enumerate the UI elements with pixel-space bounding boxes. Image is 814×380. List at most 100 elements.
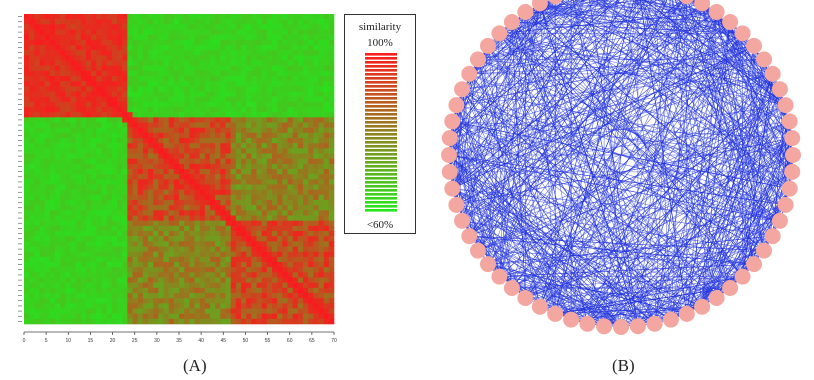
heatmap-cell <box>44 256 51 263</box>
heatmap-cell <box>91 107 97 113</box>
heatmap-cell <box>55 241 61 247</box>
heatmap-cell <box>210 96 216 103</box>
heatmap-cell <box>142 298 149 304</box>
network-node <box>503 14 520 30</box>
heatmap-cell <box>65 86 71 92</box>
heatmap-cell <box>137 308 144 314</box>
heatmap-cell <box>204 262 211 268</box>
heatmap-cell <box>24 143 30 149</box>
heatmap-cell <box>204 163 211 170</box>
heatmap-cell <box>261 148 268 154</box>
heatmap-cell <box>65 267 71 273</box>
heatmap-cell <box>179 298 185 304</box>
heatmap-cell <box>323 112 330 118</box>
heatmap-cell <box>266 29 273 35</box>
heatmap-cell <box>91 163 97 170</box>
heatmap-cell <box>189 241 195 247</box>
heatmap-cell <box>153 267 159 273</box>
heatmap-cell <box>173 200 180 206</box>
heatmap-cell <box>261 256 268 263</box>
heatmap-cell <box>194 205 200 211</box>
heatmap-cell <box>318 14 324 20</box>
heatmap-cell <box>86 55 92 61</box>
legend-color-step <box>365 81 397 84</box>
heatmap-cell <box>199 246 206 252</box>
heatmap-cell <box>132 200 138 206</box>
heatmap-cell <box>60 241 66 247</box>
heatmap-cell <box>158 251 164 258</box>
heatmap-cell <box>308 169 314 175</box>
heatmap-cell <box>75 55 82 61</box>
heatmap-cell <box>148 241 154 247</box>
heatmap-cell <box>328 14 335 20</box>
heatmap-cell <box>266 231 273 237</box>
heatmap-cell <box>127 60 133 66</box>
heatmap-cell <box>287 70 293 77</box>
heatmap-cell <box>256 241 262 247</box>
heatmap-cell <box>225 246 231 252</box>
heatmap-cell <box>210 65 216 72</box>
heatmap-cell <box>96 76 102 82</box>
heatmap-cell <box>328 205 335 211</box>
heatmap-cell <box>106 148 113 154</box>
network-node <box>531 298 548 315</box>
heatmap-cell <box>101 101 107 108</box>
heatmap-cell <box>55 267 61 273</box>
heatmap-cell <box>153 143 159 149</box>
heatmap-cell <box>158 163 164 170</box>
heatmap-cell <box>142 70 149 77</box>
heatmap-cell <box>225 277 231 283</box>
heatmap-cell <box>122 246 128 252</box>
heatmap-cell <box>60 318 66 325</box>
heatmap-cell <box>106 308 113 314</box>
heatmap-cell <box>277 200 283 206</box>
heatmap-cell <box>60 231 66 237</box>
heatmap-cell <box>184 179 190 185</box>
heatmap-cell <box>96 86 102 92</box>
heatmap-cell <box>127 70 133 77</box>
heatmap-cell <box>55 256 61 263</box>
heatmap-cell <box>168 60 175 66</box>
heatmap-cell <box>96 318 102 325</box>
heatmap-cell <box>184 138 190 144</box>
heatmap-cell <box>91 70 97 77</box>
heatmap-cell <box>55 101 61 108</box>
heatmap-cell <box>111 205 118 211</box>
network-edge <box>602 0 793 173</box>
heatmap-cell <box>173 34 180 41</box>
heatmap-cell <box>65 298 71 304</box>
heatmap-cell <box>256 81 262 87</box>
heatmap-cell <box>122 298 128 304</box>
heatmap-cell <box>287 101 293 108</box>
heatmap-cell <box>65 19 71 25</box>
heatmap-cell <box>287 241 293 247</box>
heatmap-cell <box>101 189 107 196</box>
heatmap-cell <box>153 318 159 325</box>
heatmap-cell <box>179 210 185 216</box>
heatmap-cell <box>80 117 87 123</box>
heatmap-cell <box>60 158 66 165</box>
heatmap-cell <box>179 256 185 263</box>
heatmap-cell <box>137 14 144 20</box>
heatmap-cell <box>168 70 175 77</box>
heatmap-cell <box>39 143 45 149</box>
heatmap-cell <box>287 107 293 113</box>
heatmap-cell <box>148 148 154 154</box>
heatmap-cell <box>287 256 293 263</box>
heatmap-cell <box>91 272 97 278</box>
heatmap-cell <box>297 127 304 134</box>
heatmap-cell <box>158 55 164 61</box>
heatmap-cell <box>168 318 175 325</box>
heatmap-cell <box>303 169 309 175</box>
heatmap-cell <box>122 303 128 309</box>
heatmap-cell <box>220 256 226 263</box>
heatmap-cell <box>24 34 30 41</box>
heatmap-cell <box>199 39 206 46</box>
heatmap-cell <box>292 143 299 149</box>
heatmap-cell <box>24 14 30 20</box>
heatmap-cell <box>132 76 138 82</box>
heatmap-cell <box>158 45 164 51</box>
heatmap-cell <box>91 55 97 61</box>
heatmap-cell <box>86 96 92 103</box>
heatmap-cell <box>251 220 257 227</box>
